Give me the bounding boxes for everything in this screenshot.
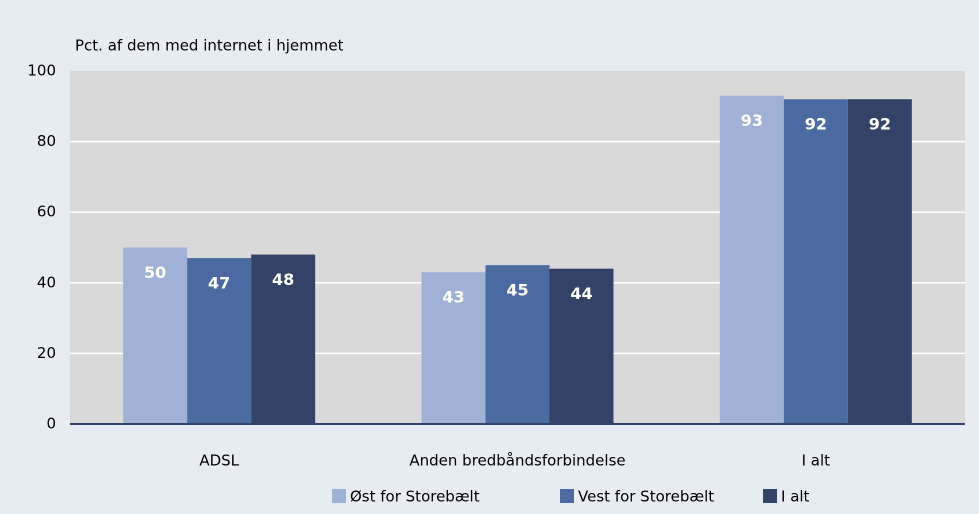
bar <box>719 95 784 425</box>
x-tick-label: I alt <box>802 452 831 470</box>
x-tick-label: ADSL <box>199 452 239 470</box>
value-label: 47 <box>208 274 230 293</box>
bar <box>485 265 550 424</box>
y-tick-label: 80 <box>37 132 56 150</box>
y-tick-label: 20 <box>37 344 56 362</box>
value-label: 93 <box>741 111 763 130</box>
y-tick-label: 100 <box>27 62 56 80</box>
bar <box>549 268 614 424</box>
legend-swatch <box>763 489 777 503</box>
legend-label: Vest for Storebælt <box>578 488 714 506</box>
value-label: 50 <box>144 263 166 282</box>
y-tick-label: 60 <box>37 203 56 221</box>
value-label: 45 <box>506 281 528 300</box>
legend-swatch <box>560 489 574 503</box>
y-axis-label: Pct. af dem med internet i hjemmet <box>75 37 344 55</box>
legend-label: I alt <box>781 488 810 506</box>
value-label: 48 <box>272 270 294 289</box>
bar <box>783 99 848 425</box>
value-label: 92 <box>869 115 891 134</box>
bar <box>251 254 316 424</box>
bar <box>847 99 912 425</box>
legend-label: Øst for Storebælt <box>350 488 480 506</box>
value-label: 44 <box>570 284 592 303</box>
bar <box>123 247 188 424</box>
value-label: 43 <box>442 288 464 307</box>
value-label: 92 <box>805 115 827 134</box>
y-tick-label: 0 <box>46 415 56 433</box>
legend-swatch <box>332 489 346 503</box>
x-tick-label: Anden bredbåndsforbindelse <box>409 452 625 470</box>
bar <box>187 258 252 424</box>
y-tick-label: 40 <box>37 273 56 291</box>
bar <box>421 272 486 424</box>
